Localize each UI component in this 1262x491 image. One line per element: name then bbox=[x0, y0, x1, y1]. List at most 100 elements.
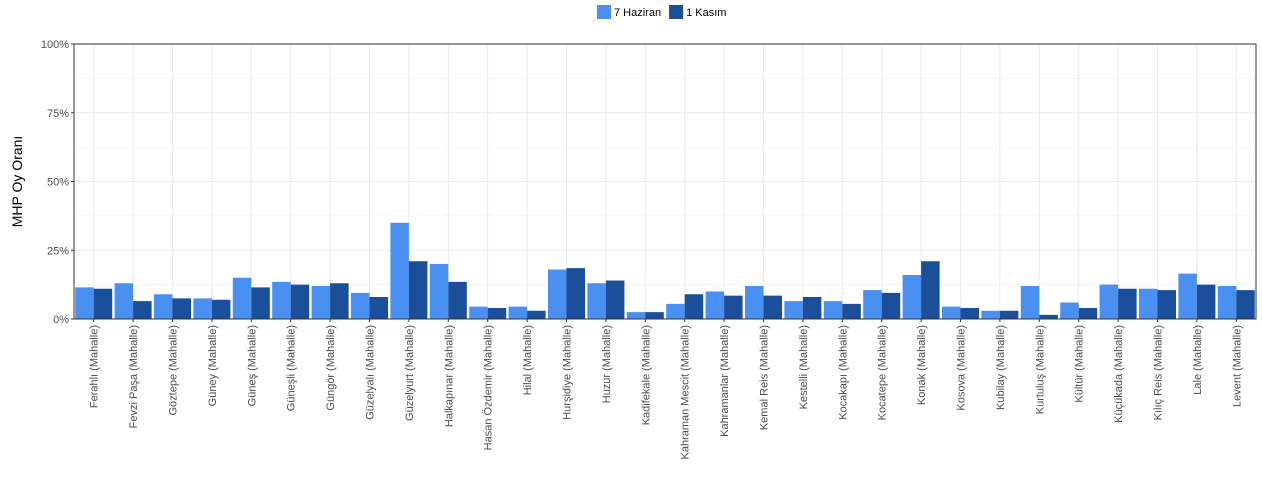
bar-series-1 bbox=[1099, 284, 1119, 319]
y-axis-title: MHP Oy Oranı bbox=[9, 136, 25, 228]
bar-series-2 bbox=[645, 312, 664, 319]
bar-series-2 bbox=[999, 310, 1019, 319]
bar-series-2 bbox=[1236, 290, 1255, 319]
x-tick-label: Güneş (Mahalle) bbox=[246, 325, 258, 406]
bar-series-2 bbox=[1078, 308, 1098, 319]
bar-series-2 bbox=[251, 287, 270, 319]
bar-series-2 bbox=[93, 288, 113, 319]
bar-series-1 bbox=[626, 312, 646, 319]
bar-series-2 bbox=[290, 284, 310, 319]
y-tick-label: 75% bbox=[47, 108, 69, 120]
x-tick-label: Kahraman Mescit (Mahalle) bbox=[680, 325, 692, 460]
bar-series-1 bbox=[232, 277, 252, 319]
bar-series-2 bbox=[527, 310, 546, 319]
bar-series-1 bbox=[311, 286, 331, 319]
bar-series-1 bbox=[548, 269, 567, 319]
bar-series-1 bbox=[981, 310, 1000, 319]
x-tick-label: Kubilay (Mahalle) bbox=[995, 325, 1007, 410]
bar-series-1 bbox=[429, 264, 449, 319]
bar-series-1 bbox=[508, 306, 528, 319]
bar-series-2 bbox=[487, 308, 507, 319]
x-tick-label: Fevzi Paşa (Mahalle) bbox=[128, 325, 140, 428]
bar-series-2 bbox=[408, 261, 428, 319]
bar-series-2 bbox=[921, 261, 940, 319]
bar-series-1 bbox=[587, 283, 606, 319]
bar-series-2 bbox=[605, 280, 625, 319]
x-tick-label: Levent (Mahalle) bbox=[1231, 325, 1243, 407]
bar-series-1 bbox=[114, 283, 134, 319]
bar-series-2 bbox=[842, 303, 861, 319]
x-tick-label: Kestelli (Mahalle) bbox=[798, 325, 810, 409]
bar-series-2 bbox=[1118, 288, 1137, 319]
bar-series-1 bbox=[1217, 286, 1237, 319]
x-tick-label: Küçükada (Mahalle) bbox=[1113, 325, 1125, 423]
legend-swatch-2 bbox=[669, 5, 684, 19]
bar-series-1 bbox=[823, 301, 843, 319]
x-tick-label: Hasan Özdemir (Mahalle) bbox=[483, 325, 495, 450]
bar-series-1 bbox=[784, 301, 803, 319]
bar-series-2 bbox=[684, 294, 704, 319]
bar-series-1 bbox=[745, 286, 764, 319]
bar-series-2 bbox=[566, 268, 585, 319]
x-tick-label: Güney (Mahalle) bbox=[207, 325, 219, 406]
bar-series-2 bbox=[1196, 284, 1216, 319]
bar-series-2 bbox=[133, 301, 152, 319]
x-tick-label: Hilal (Mahalle) bbox=[522, 325, 534, 395]
bar-series-2 bbox=[724, 295, 743, 319]
y-tick-label: 0% bbox=[53, 314, 69, 326]
x-tick-label: Kemal Reis (Mahalle) bbox=[759, 325, 771, 430]
bar-series-2 bbox=[172, 298, 191, 319]
x-tick-label: Lale (Mahalle) bbox=[1192, 325, 1204, 395]
bar-series-1 bbox=[902, 275, 922, 319]
bar-series-1 bbox=[1020, 286, 1040, 319]
bar-series-1 bbox=[863, 290, 882, 319]
x-tick-label: Kosova (Mahalle) bbox=[956, 325, 968, 411]
bar-series-2 bbox=[881, 292, 901, 319]
bar-series-1 bbox=[942, 306, 961, 319]
x-tick-label: Kahramanlar (Mahalle) bbox=[719, 325, 731, 437]
bar-series-2 bbox=[960, 308, 979, 319]
bar-series-1 bbox=[154, 294, 173, 319]
bar-series-1 bbox=[390, 222, 409, 319]
bar-series-1 bbox=[351, 292, 370, 319]
x-tick-label: Hurşidiye (Mahalle) bbox=[562, 325, 574, 420]
y-tick-label: 25% bbox=[47, 245, 69, 257]
x-tick-label: Konak (Mahalle) bbox=[916, 325, 928, 405]
bar-series-1 bbox=[1060, 302, 1079, 319]
x-tick-label: Kadifekale (Mahalle) bbox=[640, 325, 652, 425]
bar-series-1 bbox=[1178, 273, 1197, 319]
bar-series-2 bbox=[330, 283, 349, 319]
x-tick-label: Kocatepe (Mahalle) bbox=[877, 325, 889, 420]
bar-series-2 bbox=[448, 281, 467, 319]
bar-series-2 bbox=[802, 297, 822, 319]
x-tick-label: Kocakapı (Mahalle) bbox=[837, 325, 849, 420]
x-tick-label: Göztepe (Mahalle) bbox=[168, 325, 180, 416]
bar-series-2 bbox=[1039, 314, 1058, 319]
x-tick-label: Huzur (Mahalle) bbox=[601, 325, 613, 403]
x-tick-label: Ferahlı (Mahalle) bbox=[89, 325, 101, 408]
y-tick-label: 50% bbox=[47, 177, 69, 189]
bar-series-2 bbox=[763, 295, 782, 319]
bar-series-1 bbox=[469, 306, 488, 319]
bar-series-1 bbox=[272, 281, 291, 319]
x-tick-label: Kılıç Reis (Mahalle) bbox=[1153, 325, 1165, 420]
legend-label-2: 1 Kasım bbox=[686, 7, 726, 19]
bar-series-2 bbox=[1157, 290, 1176, 319]
x-tick-label: Güzelyurt (Mahalle) bbox=[404, 325, 416, 421]
x-tick-label: Kültür (Mahalle) bbox=[1074, 325, 1086, 403]
bar-series-2 bbox=[369, 297, 388, 319]
y-tick-label: 100% bbox=[41, 39, 69, 51]
bar-series-1 bbox=[75, 287, 94, 319]
x-tick-label: Güneşli (Mahalle) bbox=[286, 325, 298, 411]
bar-series-1 bbox=[1139, 288, 1158, 319]
bar-series-1 bbox=[666, 303, 685, 319]
legend-label-1: 7 Haziran bbox=[614, 7, 661, 19]
legend-swatch-1 bbox=[597, 5, 611, 19]
x-tick-label: Güzelyalı (Mahalle) bbox=[365, 325, 377, 420]
bar-series-2 bbox=[211, 299, 231, 319]
x-tick-label: Halkapınar (Mahalle) bbox=[443, 325, 455, 427]
bar-series-1 bbox=[705, 291, 725, 319]
x-tick-label: Kurtuluş (Mahalle) bbox=[1034, 325, 1046, 414]
